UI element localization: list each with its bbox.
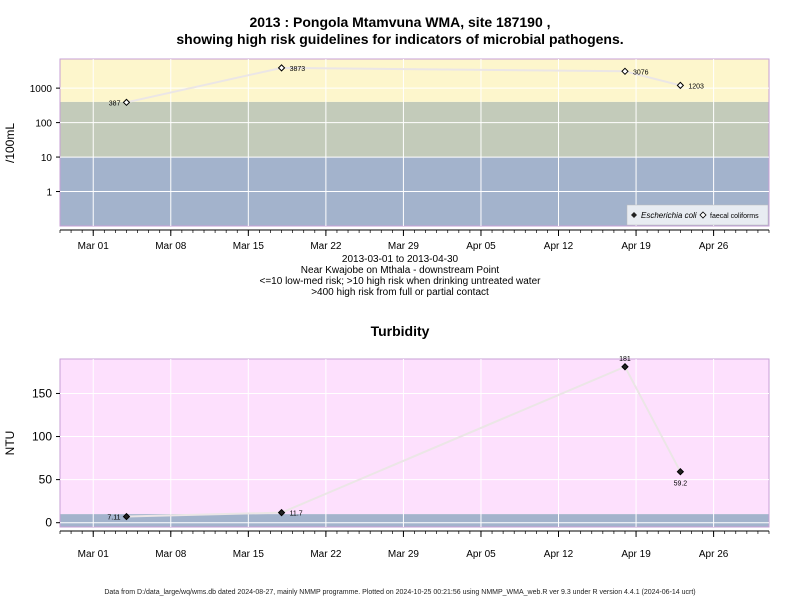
data-point-2-2 bbox=[277, 508, 286, 517]
data-label-1-1: 387 bbox=[109, 100, 121, 107]
legend-label-faecal: faecal coliforms bbox=[710, 213, 759, 220]
x-tick-label-1-4: Mar 22 bbox=[310, 241, 342, 252]
risk-caption-1: <=10 low-med risk; >10 high risk when dr… bbox=[259, 276, 541, 287]
data-label-2-2: 11.7 bbox=[290, 511, 303, 518]
turbidity-title: Turbidity bbox=[370, 323, 430, 339]
data-point-2-3 bbox=[621, 363, 629, 371]
x-tick-label-1-3: Mar 15 bbox=[233, 241, 265, 252]
plot-border-1 bbox=[59, 58, 770, 227]
legend-marker-faecal bbox=[699, 211, 707, 219]
x-tick-label-2-1: Mar 01 bbox=[78, 549, 110, 560]
date-range-caption: 2013-03-01 to 2013-04-30 bbox=[341, 254, 459, 265]
x-tick-label-2-7: Apr 12 bbox=[544, 549, 574, 560]
series-line-2 bbox=[126, 365, 682, 518]
x-tick-label-2-8: Apr 19 bbox=[621, 549, 651, 560]
data-label-1-3: 3076 bbox=[633, 69, 649, 76]
plot-border-2 bbox=[59, 358, 770, 528]
x-tick-label-2-4: Mar 22 bbox=[310, 549, 342, 560]
data-point-1-4 bbox=[676, 81, 685, 90]
x-tick-label-1-9: Apr 26 bbox=[699, 241, 729, 252]
data-label-1-4: 1203 bbox=[688, 83, 704, 90]
x-tick-label-1-5: Mar 29 bbox=[388, 241, 420, 252]
data-label-2-1: 7.11 bbox=[107, 515, 120, 522]
y-tick-label-1-3: 100 bbox=[35, 119, 52, 130]
data-point-2-1 bbox=[122, 512, 131, 521]
risk-caption-2: >400 high risk from full or partial cont… bbox=[311, 287, 489, 298]
data-point-1-2 bbox=[277, 64, 286, 72]
y-tick-label-1-4: 1000 bbox=[30, 84, 53, 95]
y-tick-label-2-3: 100 bbox=[32, 430, 52, 444]
chart-title-line2: showing high risk guidelines for indicat… bbox=[176, 31, 624, 47]
data-point-2-4 bbox=[676, 467, 685, 476]
x-tick-label-1-1: Mar 01 bbox=[78, 241, 110, 252]
x-tick-label-1-2: Mar 08 bbox=[155, 241, 187, 252]
data-point-1-3 bbox=[621, 67, 629, 76]
data-label-2-3: 181 bbox=[619, 356, 631, 363]
y-tick-label-2-2: 50 bbox=[39, 473, 53, 487]
chart-title-line1: 2013 : Pongola Mtamvuna WMA, site 187190… bbox=[249, 14, 551, 30]
y-tick-label-2-1: 0 bbox=[45, 516, 52, 530]
x-tick-label-1-8: Apr 19 bbox=[621, 241, 651, 252]
y-tick-label-1-1: 1 bbox=[46, 188, 52, 199]
y-axis-label-2: NTU bbox=[3, 431, 17, 456]
series-line-1 bbox=[126, 66, 681, 104]
data-label-2-4: 59.2 bbox=[674, 481, 688, 488]
y-tick-label-2-4: 150 bbox=[32, 386, 52, 400]
legend-label-ecoli: Escherichia coli bbox=[641, 211, 697, 220]
y-axis-label-1: /100mL bbox=[3, 123, 17, 163]
x-tick-label-2-3: Mar 15 bbox=[233, 549, 265, 560]
x-tick-label-2-2: Mar 08 bbox=[155, 549, 187, 560]
legend-box bbox=[626, 204, 769, 226]
y-tick-label-1-2: 10 bbox=[41, 153, 53, 164]
data-point-1-1 bbox=[122, 98, 131, 107]
x-tick-label-1-6: Apr 05 bbox=[466, 241, 496, 252]
data-label-1-2: 3873 bbox=[290, 66, 306, 73]
risk-band-2-1 bbox=[60, 514, 769, 527]
location-caption: Near Kwajobe on Mthala - downstream Poin… bbox=[300, 265, 500, 276]
footer-note: Data from D:/data_large/wq/wms.db dated … bbox=[104, 589, 696, 596]
legend-marker-ecoli bbox=[631, 212, 637, 218]
x-tick-label-2-5: Mar 29 bbox=[388, 549, 420, 560]
risk-band-1-3 bbox=[60, 59, 769, 102]
risk-band-1-2 bbox=[60, 101, 769, 158]
x-tick-label-2-9: Apr 26 bbox=[699, 549, 729, 560]
x-tick-label-2-6: Apr 05 bbox=[466, 549, 496, 560]
x-tick-label-1-7: Apr 12 bbox=[544, 241, 574, 252]
